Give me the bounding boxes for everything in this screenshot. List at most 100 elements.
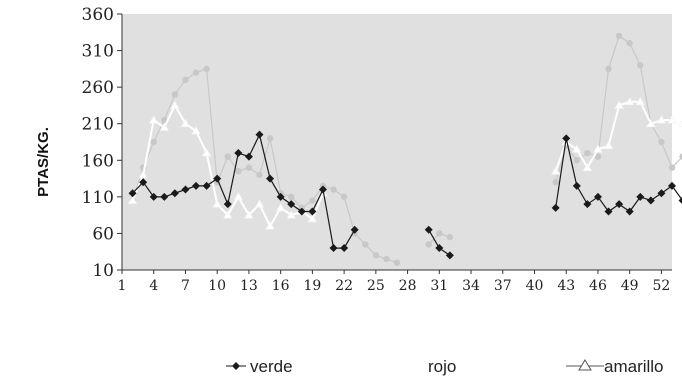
series-group [127, 32, 682, 266]
data-point-rojo [362, 241, 369, 248]
data-point-amarillo [254, 199, 265, 208]
data-point-verde [160, 192, 169, 201]
legend-item-rojo: rojo [428, 357, 456, 376]
data-point-rojo [330, 186, 337, 193]
y-tick-label: 360 [82, 5, 114, 25]
legend: verde rojo amarillo [226, 357, 664, 376]
data-point-rojo [161, 116, 168, 124]
data-point-rojo [256, 171, 263, 179]
x-tick-label: 28 [399, 278, 417, 294]
data-point-verde [192, 181, 201, 190]
data-point-verde [625, 207, 634, 216]
y-tick-label: 310 [82, 42, 114, 62]
data-point-rojo [446, 233, 454, 241]
x-tick-label: 43 [557, 278, 575, 294]
data-point-amarillo [572, 144, 582, 153]
data-point-rojo [626, 40, 633, 47]
data-point-verde [604, 207, 613, 216]
data-point-verde [583, 200, 592, 209]
data-point-verde [636, 192, 645, 201]
data-point-amarillo [614, 100, 624, 109]
data-point-rojo [224, 153, 231, 160]
data-point-amarillo [127, 195, 138, 204]
y-tick-label: 10 [92, 261, 114, 281]
data-point-verde [646, 196, 655, 205]
data-point-amarillo [582, 162, 593, 171]
x-tick-label: 13 [240, 278, 258, 294]
data-point-amarillo [667, 115, 677, 124]
legend-label-amarillo: amarillo [604, 357, 664, 376]
data-point-verde [350, 225, 359, 234]
data-point-amarillo [656, 115, 667, 124]
y-tick-label: 60 [92, 224, 114, 244]
data-point-rojo [584, 149, 591, 157]
data-point-verde [678, 197, 682, 204]
data-point-verde [445, 251, 454, 260]
x-tick-label: 40 [526, 278, 544, 294]
x-tick-label: 16 [272, 278, 290, 294]
data-point-rojo [266, 135, 274, 142]
data-point-verde [181, 185, 190, 194]
data-point-rojo [679, 153, 682, 160]
data-point-rojo [245, 164, 253, 171]
data-point-verde [424, 225, 433, 234]
y-tick-label: 110 [82, 188, 114, 208]
data-point-rojo [309, 197, 316, 204]
data-point-rojo [668, 164, 676, 171]
legend-label-rojo: rojo [428, 357, 456, 376]
data-point-verde [340, 244, 349, 253]
data-point-rojo [552, 179, 559, 186]
data-point-verde [276, 192, 285, 201]
x-tick-label: 7 [181, 278, 190, 294]
y-tick-label: 210 [82, 115, 114, 135]
x-tick-label: 1 [118, 278, 127, 294]
data-point-rojo [594, 153, 602, 160]
data-point-verde [213, 174, 222, 183]
y-axis-title: PTAS/KG. [35, 127, 52, 197]
legend-item-amarillo: amarillo [566, 357, 664, 376]
data-point-verde [657, 189, 666, 198]
data-point-rojo [182, 76, 189, 84]
data-point-verde [562, 134, 571, 143]
data-point-amarillo [275, 203, 286, 212]
data-point-rojo [425, 241, 432, 248]
data-point-verde [149, 192, 158, 201]
plot-area [122, 14, 672, 270]
data-point-rojo [192, 69, 200, 76]
x-tick-label: 10 [208, 278, 226, 294]
y-ticks: 10 60 110 160 210 260 310 360 [82, 5, 122, 281]
data-point-verde [287, 200, 296, 209]
legend-item-verde: verde [226, 357, 293, 376]
data-point-amarillo [191, 126, 201, 135]
data-point-rojo [658, 138, 665, 146]
data-point-rojo [436, 230, 443, 237]
x-tick-label: 22 [335, 278, 353, 294]
x-tick-label: 19 [303, 278, 321, 294]
data-point-amarillo [212, 199, 222, 208]
data-point-amarillo [170, 100, 180, 109]
data-point-verde [266, 174, 275, 183]
x-ticks: 1 4 7 10 13 16 19 22 25 28 31 34 37 40 43 46 49 52 [118, 270, 670, 294]
data-point-verde [615, 200, 624, 209]
data-point-verde [318, 185, 327, 194]
data-point-verde [572, 181, 581, 190]
data-point-rojo [203, 65, 210, 73]
y-tick-label: 260 [82, 78, 114, 98]
data-point-rojo [615, 32, 623, 40]
data-point-rojo [393, 259, 401, 266]
x-tick-label: 49 [621, 278, 639, 294]
data-point-amarillo [286, 210, 296, 219]
data-point-verde [593, 192, 602, 201]
data-point-verde [139, 178, 148, 187]
data-point-rojo [372, 252, 380, 259]
data-point-amarillo [149, 115, 159, 124]
data-point-verde [668, 181, 676, 190]
data-point-amarillo [677, 119, 682, 128]
legend-marker-amarillo [578, 359, 592, 371]
data-point-verde [329, 244, 338, 253]
y-tick-label: 160 [82, 151, 114, 171]
data-point-verde [435, 244, 444, 253]
data-point-amarillo [603, 140, 614, 150]
data-point-rojo [150, 138, 157, 146]
data-point-amarillo [550, 166, 561, 175]
